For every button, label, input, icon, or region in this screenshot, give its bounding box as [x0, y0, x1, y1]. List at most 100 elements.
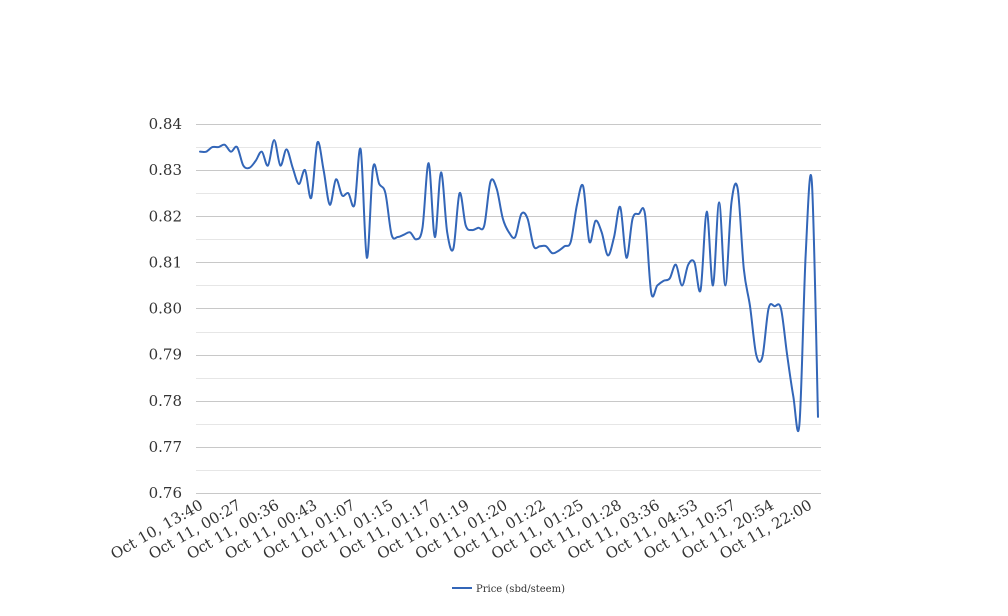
data-point: [316, 141, 318, 143]
y-axis-ticks: 0.76 0.77 0.78 0.79 0.80 0.81 0.82 0.83 0.84: [149, 115, 182, 502]
data-point: [706, 210, 708, 212]
data-point: [514, 236, 516, 238]
data-point: [767, 307, 769, 309]
data-point: [273, 139, 275, 141]
data-point: [625, 257, 627, 259]
data-point: [786, 353, 788, 355]
data-point: [378, 183, 380, 185]
data-point: [366, 257, 368, 259]
data-point: [792, 395, 794, 397]
data-point: [230, 150, 232, 152]
data-point: [384, 192, 386, 194]
data-point: [205, 150, 207, 152]
data-point: [279, 164, 281, 166]
data-point: [601, 231, 603, 233]
data-point: [638, 213, 640, 215]
data-point: [520, 213, 522, 215]
data-point: [675, 263, 677, 265]
data-point: [261, 150, 263, 152]
data-point: [755, 353, 757, 355]
y-tick-label: 0.84: [149, 115, 182, 133]
data-point: [298, 183, 300, 185]
data-point: [372, 167, 374, 169]
data-point: [749, 305, 751, 307]
data-point: [471, 229, 473, 231]
data-point: [607, 254, 609, 256]
data-point: [434, 236, 436, 238]
series-layer: [199, 139, 819, 433]
data-point: [415, 238, 417, 240]
data-point: [465, 224, 467, 226]
y-tick-label: 0.83: [149, 161, 182, 179]
data-point: [631, 217, 633, 219]
y-tick-label: 0.81: [149, 253, 182, 271]
data-point: [619, 206, 621, 208]
data-point: [236, 146, 238, 148]
y-tick-label: 0.82: [149, 207, 182, 225]
grid-lines: [196, 124, 821, 494]
data-point: [427, 162, 429, 164]
data-point: [322, 169, 324, 171]
data-point: [650, 291, 652, 293]
data-point: [662, 280, 664, 282]
data-point: [421, 227, 423, 229]
data-point: [798, 423, 800, 425]
data-point: [483, 224, 485, 226]
y-tick-label: 0.77: [149, 438, 182, 456]
data-point: [397, 236, 399, 238]
data-point: [489, 180, 491, 182]
data-point: [248, 167, 250, 169]
data-point: [656, 284, 658, 286]
data-point: [217, 146, 219, 148]
data-point: [539, 245, 541, 247]
data-point: [458, 192, 460, 194]
data-point: [681, 284, 683, 286]
data-point: [310, 197, 312, 199]
data-point: [811, 180, 813, 182]
data-point: [736, 187, 738, 189]
data-point: [774, 305, 776, 307]
data-point: [390, 234, 392, 236]
data-point: [743, 268, 745, 270]
data-point: [817, 416, 819, 418]
data-point: [582, 185, 584, 187]
data-point: [613, 236, 615, 238]
data-point: [644, 213, 646, 215]
data-point: [446, 231, 448, 233]
legend-label-price: Price (sbd/steem): [476, 584, 565, 595]
data-point: [267, 164, 269, 166]
data-point: [495, 187, 497, 189]
data-point: [292, 167, 294, 169]
data-point: [502, 217, 504, 219]
series-line-price: [199, 139, 819, 433]
y-tick-label: 0.76: [149, 484, 182, 502]
data-point: [452, 247, 454, 249]
data-point: [440, 171, 442, 173]
data-point: [780, 307, 782, 309]
data-point: [211, 146, 213, 148]
data-point: [477, 227, 479, 229]
data-point: [570, 240, 572, 242]
data-point: [712, 284, 714, 286]
data-point: [403, 234, 405, 236]
data-point: [557, 250, 559, 252]
data-point: [718, 201, 720, 203]
data-point: [359, 148, 361, 150]
data-point: [533, 245, 535, 247]
data-point: [761, 356, 763, 358]
data-point: [335, 178, 337, 180]
data-point: [329, 204, 331, 206]
data-point: [687, 263, 689, 265]
data-point: [353, 204, 355, 206]
data-point: [551, 252, 553, 254]
data-point: [545, 245, 547, 247]
y-tick-label: 0.80: [149, 300, 182, 318]
data-point: [254, 160, 256, 162]
data-point: [304, 169, 306, 171]
data-point: [693, 261, 695, 263]
data-point: [588, 240, 590, 242]
data-point: [668, 277, 670, 279]
